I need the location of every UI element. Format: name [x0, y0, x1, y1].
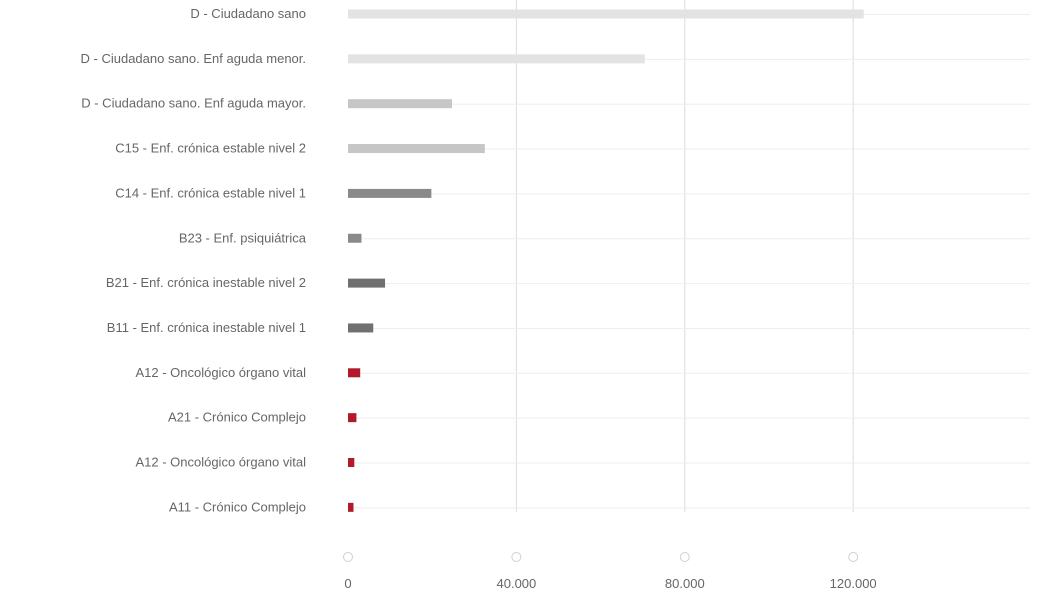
category-label: A12 - Oncológico órgano vital [135, 365, 306, 380]
category-label: B23 - Enf. psiquiátrica [179, 230, 307, 245]
bar [348, 458, 355, 467]
category-label: D - Ciudadano sano. Enf aguda menor. [81, 51, 306, 66]
bar [348, 54, 645, 64]
category-label: B21 - Enf. crónica inestable nivel 2 [106, 275, 306, 290]
bar [348, 413, 357, 423]
x-tick-layer: 0 40.000 80.000 120.000 [343, 552, 877, 591]
category-label-layer: D - Ciudadano sano D - Ciudadano sano. En… [81, 6, 307, 514]
bar-layer [348, 9, 864, 512]
bar [348, 323, 374, 333]
x-tick-marker [511, 552, 522, 562]
bar [348, 233, 362, 243]
row-line-layer [348, 14, 1030, 509]
category-label: A12 - Oncológico órgano vital [135, 455, 306, 470]
x-tick-label: 80.000 [665, 576, 705, 591]
bar [348, 99, 452, 109]
category-label: A21 - Crónico Complejo [168, 410, 306, 425]
category-label: C15 - Enf. crónica estable nivel 2 [115, 141, 306, 156]
bar [348, 278, 386, 288]
category-label: D - Ciudadano sano. Enf aguda mayor. [81, 96, 306, 111]
category-label: D - Ciudadano sano [190, 6, 306, 21]
bar [348, 188, 432, 198]
category-label: B11 - Enf. crónica inestable nivel 1 [107, 320, 306, 335]
bar [348, 502, 354, 512]
x-tick-marker [679, 552, 690, 562]
x-tick-label: 0 [344, 576, 351, 591]
x-tick-label: 40.000 [497, 576, 537, 591]
grid-layer [515, 0, 854, 512]
x-tick-marker [343, 552, 353, 562]
bar [348, 9, 864, 19]
category-label: A11 - Crónico Complejo [169, 499, 306, 514]
x-tick-marker [848, 552, 859, 562]
category-label: C14 - Enf. crónica estable nivel 1 [115, 185, 306, 200]
x-tick-label: 120.000 [830, 576, 877, 591]
bar [348, 368, 361, 378]
bar [348, 144, 485, 154]
